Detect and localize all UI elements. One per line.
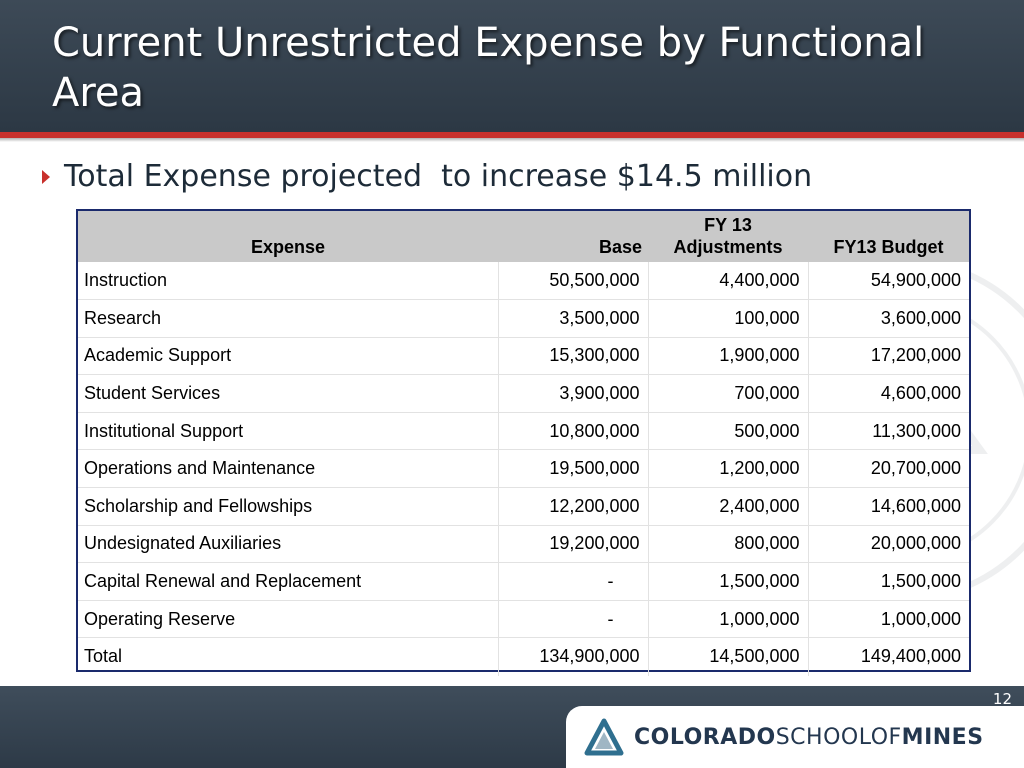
header-expense: Expense xyxy=(250,237,326,257)
row-adjustments: 1,500,000 xyxy=(647,562,808,601)
row-budget: 20,700,000 xyxy=(807,449,969,489)
row-adjustments: 100,000 xyxy=(647,299,808,338)
row-budget: 3,600,000 xyxy=(807,299,969,338)
row-adjustments: 1,000,000 xyxy=(647,600,808,639)
table-total-row: Total 134,900,000 14,500,000 149,400,000 xyxy=(78,637,969,676)
title-bar xyxy=(0,0,1024,132)
row-base: 15,300,000 xyxy=(497,337,648,376)
total-budget: 149,400,000 xyxy=(807,637,969,676)
row-adjustments: 2,400,000 xyxy=(647,487,808,526)
header-adjustments-line2: Adjustments xyxy=(673,237,783,257)
row-base: 50,500,000 xyxy=(497,262,648,301)
header-adjustments: FY 13 Adjustments xyxy=(648,211,808,262)
page-number: 12 xyxy=(992,690,1012,708)
row-base: - xyxy=(497,600,648,639)
row-adjustments: 1,200,000 xyxy=(647,449,808,489)
table-row: Student Services 3,900,000 700,000 4,600… xyxy=(78,374,969,413)
row-base: 10,800,000 xyxy=(497,412,648,451)
row-expense: Instruction xyxy=(78,262,498,301)
row-budget: 14,600,000 xyxy=(807,487,969,526)
header-base: Base xyxy=(598,237,642,257)
bullet-arrow-icon xyxy=(42,170,50,184)
table-row: Research 3,500,000 100,000 3,600,000 xyxy=(78,299,969,338)
logo-word-colorado: COLORADO xyxy=(634,725,776,750)
table-row: Capital Renewal and Replacement - 1,500,… xyxy=(78,562,969,601)
mines-triangle-logo-icon xyxy=(584,718,624,756)
row-budget: 1,000,000 xyxy=(807,600,969,639)
table-row: Scholarship and Fellowships 12,200,000 2… xyxy=(78,487,969,526)
row-budget: 20,000,000 xyxy=(807,525,969,564)
row-expense: Capital Renewal and Replacement xyxy=(78,562,498,601)
row-budget: 4,600,000 xyxy=(807,374,969,413)
bullet-text: Total Expense projected to increase $14.… xyxy=(64,159,813,194)
row-base: 19,200,000 xyxy=(497,525,648,564)
total-adjustments: 14,500,000 xyxy=(647,637,808,676)
row-expense: Student Services xyxy=(78,374,498,413)
row-expense: Operating Reserve xyxy=(78,600,498,639)
row-adjustments: 800,000 xyxy=(647,525,808,564)
total-label: Total xyxy=(78,637,498,676)
row-budget: 1,500,000 xyxy=(807,562,969,601)
logo-word-schoolof: SCHOOLOF xyxy=(775,725,902,750)
row-base: 19,500,000 xyxy=(497,449,648,489)
expense-table: Expense Base FY 13 Adjustments FY13 Budg… xyxy=(78,211,969,676)
table-header-row: Expense Base FY 13 Adjustments FY13 Budg… xyxy=(78,211,969,262)
table-row: Instruction 50,500,000 4,400,000 54,900,… xyxy=(78,262,969,301)
row-budget: 17,200,000 xyxy=(807,337,969,376)
row-expense: Institutional Support xyxy=(78,412,498,451)
total-base: 134,900,000 xyxy=(497,637,648,676)
school-logo: COLORADOSCHOOLOFMINES xyxy=(566,706,1024,768)
logo-word-mines: MINES xyxy=(901,725,984,750)
row-expense: Operations and Maintenance xyxy=(78,449,498,489)
row-adjustments: 700,000 xyxy=(647,374,808,413)
table-row: Institutional Support 10,800,000 500,000… xyxy=(78,412,969,451)
row-base: 3,500,000 xyxy=(497,299,648,338)
expense-table-frame: Expense Base FY 13 Adjustments FY13 Budg… xyxy=(76,209,971,676)
row-budget: 11,300,000 xyxy=(807,412,969,451)
row-adjustments: 1,900,000 xyxy=(647,337,808,376)
title-underline-rule xyxy=(0,132,1024,138)
logo-wordmark: COLORADOSCHOOLOFMINES xyxy=(634,724,984,752)
title-shadow xyxy=(0,138,1024,142)
row-expense: Scholarship and Fellowships xyxy=(78,487,498,526)
row-budget: 54,900,000 xyxy=(807,262,969,301)
row-expense: Academic Support xyxy=(78,337,498,376)
table-row: Academic Support 15,300,000 1,900,000 17… xyxy=(78,337,969,376)
row-adjustments: 500,000 xyxy=(647,412,808,451)
slide-title: Current Unrestricted Expense by Function… xyxy=(52,20,925,116)
table-row: Undesignated Auxiliaries 19,200,000 800,… xyxy=(78,525,969,564)
table-row: Operating Reserve - 1,000,000 1,000,000 xyxy=(78,600,969,639)
row-base: 3,900,000 xyxy=(497,374,648,413)
row-expense: Undesignated Auxiliaries xyxy=(78,525,498,564)
row-expense: Research xyxy=(78,299,498,338)
header-adjustments-line1: FY 13 xyxy=(704,215,752,235)
row-base: 12,200,000 xyxy=(497,487,648,526)
row-adjustments: 4,400,000 xyxy=(647,262,808,301)
table-row: Operations and Maintenance 19,500,000 1,… xyxy=(78,449,969,489)
header-budget: FY13 Budget xyxy=(833,237,944,257)
row-base: - xyxy=(497,562,648,601)
